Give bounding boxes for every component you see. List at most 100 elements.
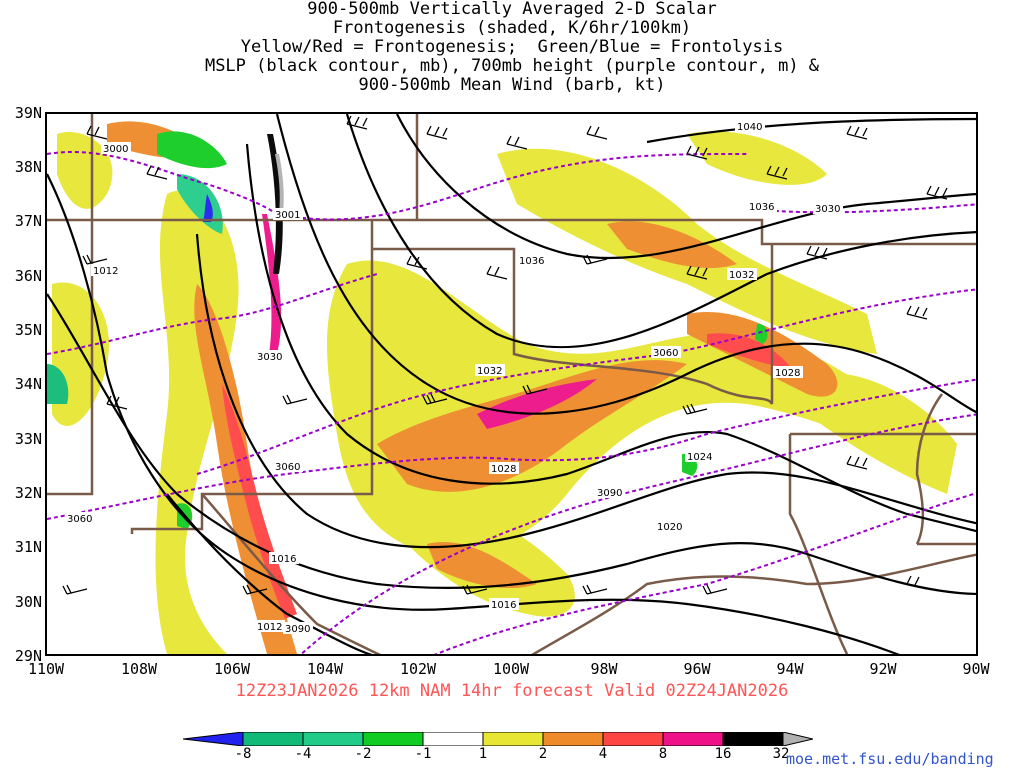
mslp-label-1012a: 1012: [91, 264, 119, 277]
svg-text:3060: 3060: [275, 462, 300, 473]
svg-text:1040: 1040: [737, 122, 762, 133]
lat-label-39n: 39N: [14, 104, 42, 122]
lon-label-102w: 102W: [399, 660, 437, 678]
svg-text:3030: 3030: [815, 204, 840, 215]
svg-text:1020: 1020: [657, 522, 682, 533]
frontogenesis-shading: [47, 121, 957, 654]
lat-label-36n: 36N: [14, 267, 42, 285]
colorbar-swatch-9: [662, 732, 724, 746]
colorbar-label: -8: [234, 746, 252, 762]
colorbar-label: -1: [414, 746, 432, 762]
svg-text:3000: 3000: [103, 144, 128, 155]
credit-link[interactable]: moe.met.fsu.edu/banding: [786, 750, 994, 768]
svg-text:1036: 1036: [519, 256, 544, 267]
colorbar-swatch-5: [422, 732, 484, 746]
lon-label-104w: 104W: [306, 660, 344, 678]
lon-label-96w: 96W: [683, 660, 711, 678]
colorbar-swatch-8: [602, 732, 664, 746]
svg-text:3090: 3090: [285, 624, 310, 635]
wind-barbs: [62, 115, 948, 595]
colorbar-swatch-10: [722, 732, 784, 746]
mslp-label-1016a: 1016: [269, 552, 299, 565]
svg-text:1024: 1024: [687, 452, 712, 463]
title-line-1: 900-500mb Vertically Averaged 2-D Scalar: [307, 0, 717, 19]
lat-label-35n: 35N: [14, 321, 42, 339]
mslp-label-1040: 1040: [735, 120, 765, 133]
mslp-label-1012b: 1012: [255, 620, 285, 633]
svg-text:3030: 3030: [257, 352, 282, 363]
lon-label-106w: 106W: [213, 660, 251, 678]
colorbar-swatch-11: [782, 732, 813, 746]
svg-text:3090: 3090: [597, 488, 622, 499]
svg-text:1016: 1016: [271, 554, 296, 565]
svg-text:1012: 1012: [93, 266, 118, 277]
lat-label-33n: 33N: [14, 430, 42, 448]
lat-label-29n: 29N: [14, 647, 42, 665]
height-label-3060a: 3060: [651, 346, 681, 359]
colorbar-label: 16: [714, 746, 732, 762]
svg-text:1036: 1036: [749, 202, 774, 213]
lat-label-32n: 32N: [14, 484, 42, 502]
mslp-label-1036b: 1036: [517, 254, 547, 267]
mslp-label-1016b: 1016: [489, 598, 519, 611]
lon-label-108w: 108W: [120, 660, 158, 678]
map-panel: 1040 1036 1036 1032 1032 1028 1028 1024 …: [45, 112, 978, 656]
colorbar-label: 2: [538, 746, 548, 762]
lon-label-110w: 110W: [27, 660, 65, 678]
mslp-label-1024: 1024: [685, 450, 715, 463]
height-label-3001: 3001: [273, 208, 303, 221]
svg-text:3060: 3060: [653, 348, 678, 359]
mslp-label-1028b: 1028: [489, 462, 519, 475]
height-label-3060c: 3060: [65, 512, 95, 525]
state-borders: [47, 114, 976, 654]
colorbar: [183, 732, 813, 746]
lat-label-37n: 37N: [14, 212, 42, 230]
mslp-label-1036a: 1036: [747, 200, 777, 213]
colorbar-label: -2: [354, 746, 372, 762]
mslp-label-1032b: 1032: [475, 364, 505, 377]
contour-labels: 1040 1036 1036 1032 1032 1028 1028 1024 …: [65, 120, 843, 635]
colorbar-label: 4: [598, 746, 608, 762]
svg-text:1016: 1016: [491, 600, 516, 611]
lat-label-38n: 38N: [14, 158, 42, 176]
colorbar-swatch-2: [242, 732, 304, 746]
svg-text:3001: 3001: [275, 210, 300, 221]
height-label-3030a: 3030: [255, 350, 285, 363]
height-label-3090b: 3090: [283, 622, 313, 635]
height-label-3090a: 3090: [595, 486, 625, 499]
map-title: 900-500mb Vertically Averaged 2-D Scalar…: [0, 0, 1024, 95]
title-line-2: Frontogenesis (shaded, K/6hr/100km): [332, 18, 692, 38]
colorbar-swatch-1: [183, 732, 244, 746]
lon-label-90w: 90W: [962, 660, 990, 678]
lat-label-30n: 30N: [14, 593, 42, 611]
title-line-5: 900-500mb Mean Wind (barb, kt): [358, 75, 666, 95]
height-label-3000: 3000: [101, 142, 131, 155]
svg-text:1012: 1012: [257, 622, 282, 633]
map-canvas: 1040 1036 1036 1032 1032 1028 1028 1024 …: [47, 114, 976, 654]
mslp-label-1032a: 1032: [727, 268, 757, 281]
svg-text:1032: 1032: [729, 270, 754, 281]
mslp-contours: [47, 114, 976, 654]
colorbar-swatch-6: [482, 732, 544, 746]
title-line-4: MSLP (black contour, mb), 700mb height (…: [204, 56, 820, 76]
forecast-valid-time: 12Z23JAN2026 12km NAM 14hr forecast Vali…: [235, 681, 789, 701]
colorbar-swatch-3: [302, 732, 364, 746]
svg-text:1028: 1028: [491, 464, 516, 475]
height-label-3030b: 3030: [813, 202, 843, 215]
colorbar-label: -4: [294, 746, 312, 762]
svg-text:3060: 3060: [67, 514, 92, 525]
colorbar-swatch-7: [542, 732, 604, 746]
lon-label-100w: 100W: [492, 660, 530, 678]
colorbar-label: 8: [658, 746, 668, 762]
colorbar-label: 1: [478, 746, 488, 762]
colorbar-label: 32: [772, 746, 790, 762]
svg-text:1032: 1032: [477, 366, 502, 377]
colorbar-swatch-4: [362, 732, 424, 746]
lat-label-34n: 34N: [14, 375, 42, 393]
svg-text:1028: 1028: [775, 368, 800, 379]
lon-label-94w: 94W: [776, 660, 804, 678]
lon-label-98w: 98W: [590, 660, 618, 678]
title-line-3: Yellow/Red = Frontogenesis; Green/Blue =…: [240, 37, 784, 57]
mslp-label-1020: 1020: [655, 520, 685, 533]
height-label-3060b: 3060: [273, 460, 303, 473]
